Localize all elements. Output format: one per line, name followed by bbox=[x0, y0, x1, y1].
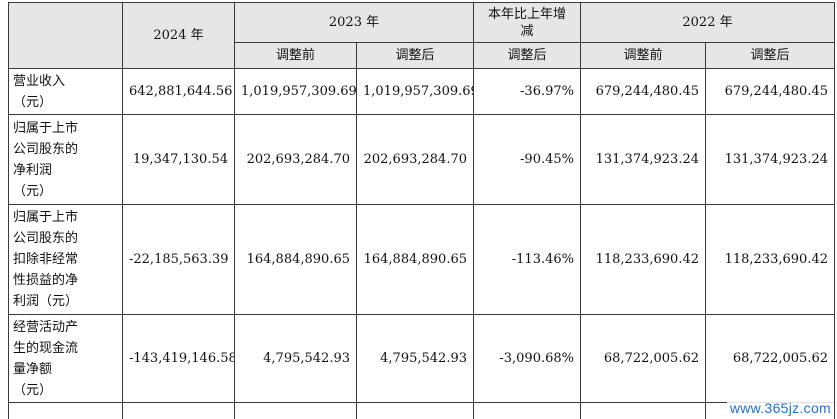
header-2022-before: 调整前 bbox=[580, 42, 706, 69]
header-corner-cell bbox=[8, 2, 123, 69]
header-2024: 2024 年 bbox=[122, 2, 235, 69]
row-label-line: 经营活动产 bbox=[13, 319, 79, 335]
cut-off-cell bbox=[473, 402, 581, 419]
cell-2023-before: 202,693,284.70 bbox=[234, 114, 357, 205]
cell-2023-after: 202,693,284.70 bbox=[356, 114, 474, 205]
cut-off-cell bbox=[234, 402, 357, 419]
header-2023-before: 调整前 bbox=[234, 42, 357, 69]
cell-2022-after: 131,374,923.24 bbox=[705, 114, 835, 205]
cell-2022-before: 118,233,690.42 bbox=[580, 204, 706, 315]
cell-2023-after: 164,884,890.65 bbox=[356, 204, 474, 315]
cell-2023-before: 1,019,957,309.69 bbox=[234, 68, 357, 115]
row-label-line: 归属于上市 bbox=[13, 210, 79, 225]
row-label-net-profit: 归属于上市 公司股东的 净利润 （元） bbox=[8, 114, 123, 205]
cell-2023-after: 4,795,542.93 bbox=[356, 314, 474, 403]
row-label-line: 量净额 bbox=[13, 361, 53, 377]
cut-off-cell bbox=[8, 402, 123, 419]
row-label-line: 净利润 bbox=[13, 162, 53, 178]
header-2022-after: 调整后 bbox=[705, 42, 835, 69]
cell-change: -90.45% bbox=[473, 114, 581, 205]
cell-change: -36.97% bbox=[473, 68, 581, 115]
table-row: 经营活动产 生的现金流 量净额 （元） -143,419,146.58 4,79… bbox=[8, 314, 835, 403]
cell-2023-before: 4,795,542.93 bbox=[234, 314, 357, 403]
row-label-line: （元） bbox=[13, 183, 53, 199]
header-row-top: 2024 年 2023 年 本年比上年增减 2022 年 bbox=[8, 2, 835, 69]
row-label-line: 性损益的净 bbox=[13, 273, 79, 288]
table-row: 归属于上市 公司股东的 扣除非经常 性损益的净 利润（元） -22,185,56… bbox=[8, 204, 835, 315]
financial-summary-table: 2024 年 2023 年 本年比上年增减 2022 年 调整前 调整后 调整后… bbox=[8, 2, 835, 419]
header-yoy-change-text: 本年比上年增减 bbox=[487, 6, 566, 39]
cell-2024: -143,419,146.58 bbox=[122, 314, 235, 403]
row-label-line: （元） bbox=[13, 94, 53, 110]
cell-2024: 642,881,644.56 bbox=[122, 68, 235, 115]
row-label-operating-cash-flow: 经营活动产 生的现金流 量净额 （元） bbox=[8, 314, 123, 403]
row-label-line: 归属于上市 bbox=[13, 120, 79, 136]
row-label-line: （元） bbox=[13, 382, 53, 398]
cell-2024: 19,347,130.54 bbox=[122, 114, 235, 205]
cut-off-cell bbox=[580, 402, 706, 419]
row-label-line: 生的现金流 bbox=[13, 340, 79, 356]
table-row: 归属于上市 公司股东的 净利润 （元） 19,347,130.54 202,69… bbox=[8, 114, 835, 205]
header-change-after: 调整后 bbox=[473, 42, 581, 69]
cell-2022-before: 68,722,005.62 bbox=[580, 314, 706, 403]
cell-2022-after: 68,722,005.62 bbox=[705, 314, 835, 403]
row-label-line: 扣除非经常 bbox=[13, 252, 79, 267]
cell-change: -3,090.68% bbox=[473, 314, 581, 403]
table-row-cut-off bbox=[8, 402, 835, 419]
header-row-sub: 调整前 调整后 调整后 调整前 调整后 bbox=[9, 42, 835, 69]
row-label-line: 公司股东的 bbox=[13, 231, 79, 246]
row-label-line: 营业收入 bbox=[13, 73, 66, 89]
header-yoy-change: 本年比上年增减 bbox=[473, 2, 581, 43]
header-2022: 2022 年 bbox=[580, 2, 835, 43]
cut-off-cell bbox=[356, 402, 474, 419]
cell-2022-before: 131,374,923.24 bbox=[580, 114, 706, 205]
header-2023-after: 调整后 bbox=[356, 42, 474, 69]
row-label-revenue: 营业收入 （元） bbox=[8, 68, 123, 115]
table-row: 营业收入 （元） 642,881,644.56 1,019,957,309.69… bbox=[8, 68, 835, 115]
cell-2022-before: 679,244,480.45 bbox=[580, 68, 706, 115]
cell-2022-after: 118,233,690.42 bbox=[705, 204, 835, 315]
cell-2022-after: 679,244,480.45 bbox=[705, 68, 835, 115]
row-label-deducted-net-profit: 归属于上市 公司股东的 扣除非经常 性损益的净 利润（元） bbox=[8, 204, 123, 315]
cell-2024: -22,185,563.39 bbox=[122, 204, 235, 315]
cut-off-cell bbox=[122, 402, 235, 419]
row-label-line: 利润（元） bbox=[13, 294, 79, 309]
row-label-line: 公司股东的 bbox=[13, 141, 79, 157]
cell-2023-after: 1,019,957,309.69 bbox=[356, 68, 474, 115]
cell-2023-before: 164,884,890.65 bbox=[234, 204, 357, 315]
site-watermark: www.365jz.com bbox=[726, 399, 834, 417]
cell-change: -113.46% bbox=[473, 204, 581, 315]
header-2023: 2023 年 bbox=[234, 2, 474, 43]
